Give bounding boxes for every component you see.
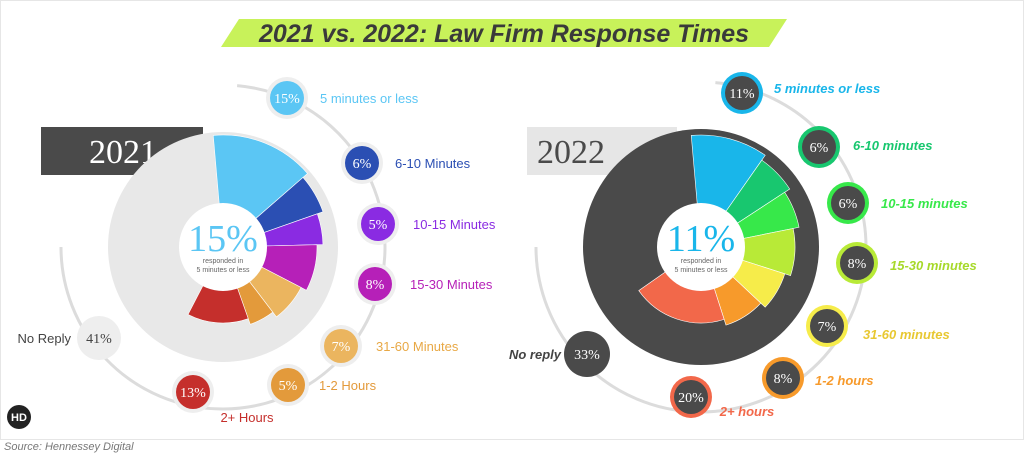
callout-2021-5-minutes-or-less: 15% 5 minutes or less (266, 77, 419, 119)
callout-value: 8% (848, 257, 867, 272)
callout-2022-6-10-minutes: 6% 6-10 minutes (798, 126, 932, 168)
center-sub-line2-2021: 5 minutes or less (197, 267, 250, 274)
callout-value: 41% (86, 332, 112, 347)
callout-2022-1-2-hours: 8% 1-2 hours (762, 357, 874, 399)
callout-value: 33% (574, 348, 600, 363)
callout-value: 13% (180, 386, 206, 401)
pie-slice-2022-15-30-minutes (699, 228, 796, 276)
callout-bubble (345, 146, 379, 180)
callout-value: 7% (332, 340, 351, 355)
callout-label: 10-15 Minutes (413, 217, 496, 232)
callout-bubble (270, 81, 304, 115)
title-highlight (221, 19, 787, 47)
callout-2021-15-30-minutes: 8% 15-30 Minutes (354, 263, 493, 305)
callout-label: 1-2 Hours (319, 378, 377, 393)
year-label-2022: 2022 (537, 134, 605, 171)
callout-2021-6-10-minutes: 6% 6-10 Minutes (341, 142, 471, 184)
callout-label: 6-10 Minutes (395, 156, 471, 171)
callout-2022-5-minutes-or-less: 11% 5 minutes or less (721, 72, 880, 114)
callouts-2021: 15% 5 minutes or less 6% 6-10 Minutes 5% 10-1… (18, 77, 496, 425)
center-value-2021: 15% (188, 218, 258, 260)
callout-2022-no-reply: 33% No reply (509, 331, 610, 377)
callouts-2022: 11% 5 minutes or less 6% 6-10 minutes 6% 10-1… (509, 72, 977, 419)
callout-bubble (766, 361, 800, 395)
callout-2022-2-hours: 20% 2+ hours (670, 376, 774, 419)
infographic-card: 2021 vs. 2022: Law Firm Response Times 2… (0, 0, 1024, 440)
callout-label: No Reply (18, 331, 72, 346)
callout-value: 5% (279, 379, 298, 394)
callout-bubble (674, 380, 708, 414)
infographic-canvas: 2021 vs. 2022: Law Firm Response Times 2… (7, 19, 977, 429)
callout-bubble (176, 375, 210, 409)
center-disc-2022 (657, 203, 745, 291)
callout-label: 1-2 hours (815, 373, 874, 388)
callout-label: 6-10 minutes (853, 138, 932, 153)
callout-label: No reply (509, 347, 562, 362)
callout-value: 6% (353, 157, 372, 172)
hd-logo: HD (7, 405, 31, 429)
callout-bubble (358, 267, 392, 301)
callout-label: 5 minutes or less (320, 91, 419, 106)
title-group: 2021 vs. 2022: Law Firm Response Times (221, 19, 787, 48)
callout-bubble (271, 368, 305, 402)
callout-label: 2+ hours (719, 404, 775, 419)
center-sub-line1-2021: responded in (203, 258, 244, 265)
callout-bubble (810, 309, 844, 343)
page-title: 2021 vs. 2022: Law Firm Response Times (258, 20, 749, 48)
callout-bubble (81, 320, 117, 356)
callout-value: 20% (678, 391, 704, 406)
callout-value: 8% (774, 372, 793, 387)
callout-bubble (324, 329, 358, 363)
callout-2021-1-2-hours: 5% 1-2 Hours (267, 364, 377, 406)
callout-bubble (840, 246, 874, 280)
callout-label: 31-60 Minutes (376, 339, 459, 354)
source-credit: Source: Hennessey Digital (4, 441, 134, 453)
callout-value: 7% (818, 320, 837, 335)
callout-2022-10-15-minutes: 6% 10-15 minutes (827, 182, 968, 224)
callout-value: 11% (729, 87, 754, 102)
callout-value: 8% (366, 278, 385, 293)
callout-bubble (725, 76, 759, 110)
panel-2021: 2021 15% responded in 5 minutes or less … (18, 77, 496, 425)
center-disc-2021 (179, 203, 267, 291)
logo-text: HD (11, 412, 27, 424)
callout-value: 6% (810, 141, 829, 156)
callout-2021-31-60-minutes: 7% 31-60 Minutes (320, 325, 459, 367)
center-value-2022: 11% (667, 218, 735, 260)
callout-label: 10-15 minutes (881, 196, 968, 211)
callout-2021-2-hours: 13% 2+ Hours (172, 371, 274, 425)
callout-bubble (831, 186, 865, 220)
callout-label: 31-60 minutes (863, 327, 950, 342)
callout-bubble (802, 130, 836, 164)
callout-value: 5% (369, 218, 388, 233)
callout-2022-15-30-minutes: 8% 15-30 minutes (836, 242, 977, 284)
callout-2021-no-reply: 41% No Reply (18, 316, 121, 360)
callout-bubble (568, 335, 606, 373)
callout-2021-10-15-minutes: 5% 10-15 Minutes (357, 203, 496, 245)
callout-value: 15% (274, 92, 300, 107)
callout-label: 5 minutes or less (774, 81, 880, 96)
center-sub-line1-2022: responded in (681, 258, 722, 265)
callout-bubble (361, 207, 395, 241)
center-sub-line2-2022: 5 minutes or less (675, 267, 728, 274)
panel-2022: 2022 11% responded in 5 minutes or less … (509, 72, 977, 419)
callout-label: 15-30 Minutes (410, 277, 493, 292)
callout-2022-31-60-minutes: 7% 31-60 minutes (806, 305, 950, 347)
callout-label: 2+ Hours (220, 410, 274, 425)
callout-label: 15-30 minutes (890, 258, 977, 273)
callout-value: 6% (839, 197, 858, 212)
